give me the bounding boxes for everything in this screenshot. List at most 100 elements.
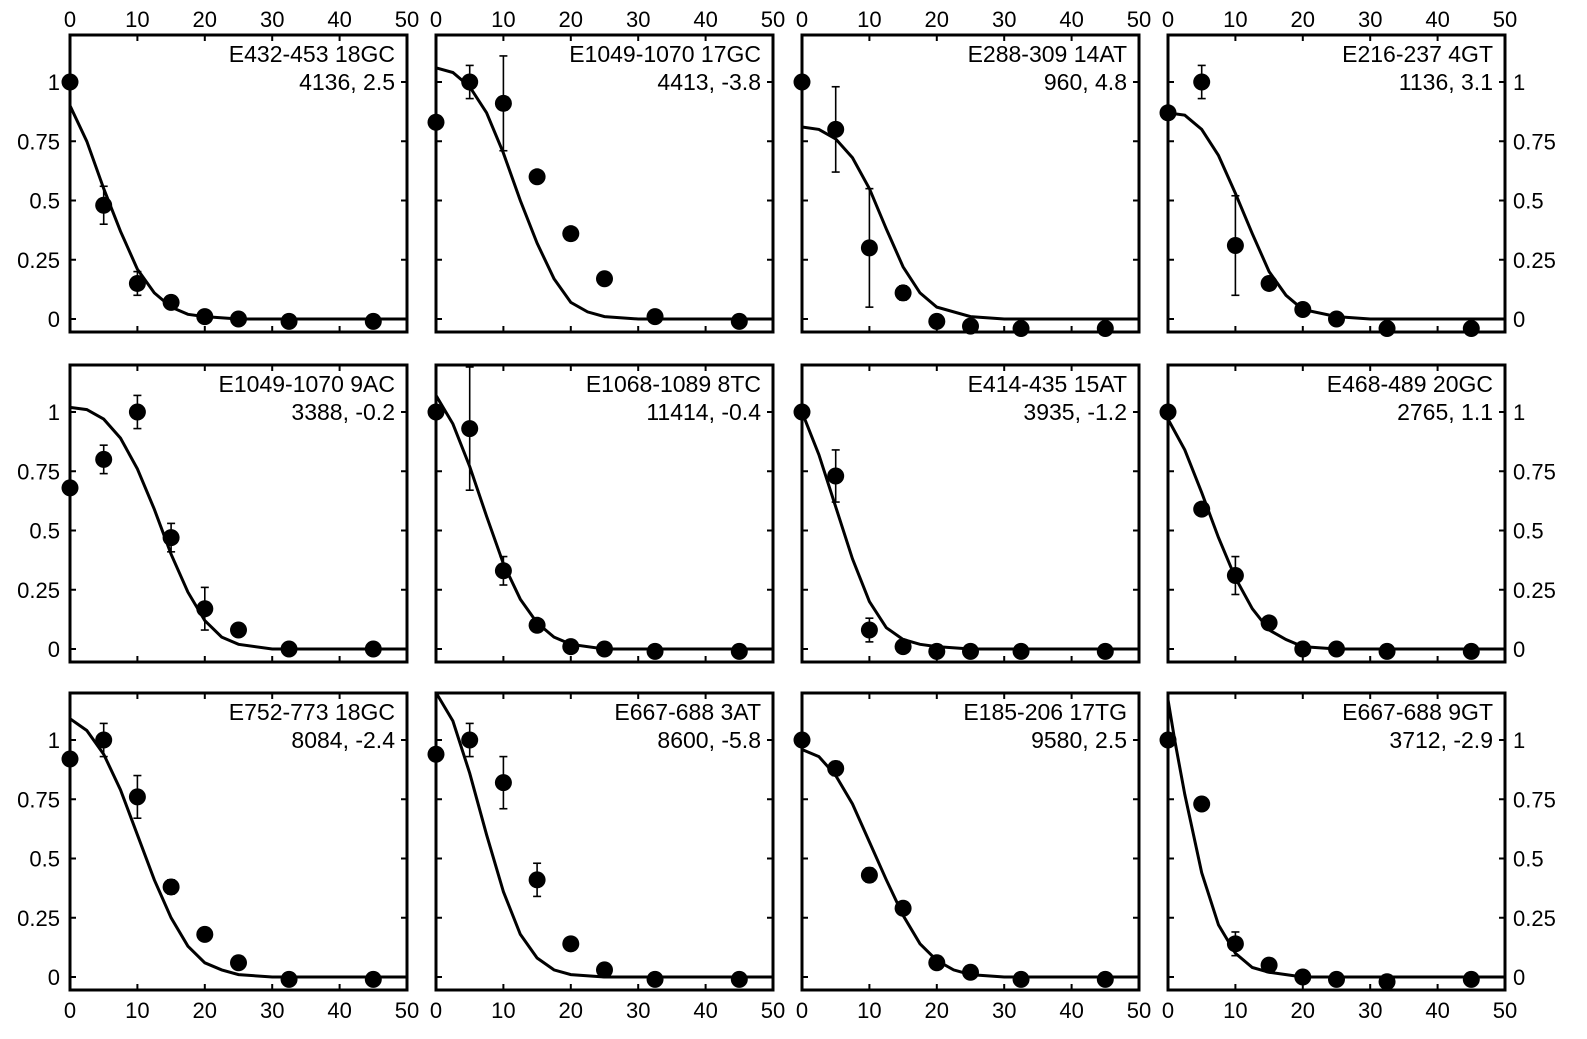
plot-frame (434, 363, 775, 664)
right-tick-label: 0.5 (1513, 847, 1544, 872)
panel-subtitle: 2765, 1.1 (1397, 399, 1493, 425)
left-tick-label: 1 (48, 70, 60, 95)
plot-frame (68, 363, 409, 664)
right-tick-label: 0.25 (1513, 248, 1556, 273)
data-point (494, 562, 512, 580)
data-point (494, 774, 512, 792)
bottom-tick-label: 30 (626, 998, 650, 1023)
data-point (1328, 310, 1345, 328)
panel-subtitle: 4136, 2.5 (299, 69, 395, 95)
data-point (461, 420, 479, 438)
data-point (894, 284, 912, 302)
data-point (1193, 73, 1211, 91)
data-point (646, 308, 664, 326)
data-point (562, 225, 580, 243)
data-point (860, 866, 878, 884)
data-point (562, 935, 580, 953)
bottom-tick-label: 10 (125, 998, 149, 1023)
panel-subtitle: 4413, -3.8 (657, 69, 761, 95)
plot-frame (68, 691, 409, 992)
data-point (128, 788, 146, 806)
data-point (1378, 642, 1396, 660)
bottom-tick-label: 0 (64, 998, 76, 1023)
top-tick-label: 30 (260, 7, 284, 32)
data-point (95, 196, 113, 214)
data-point (1012, 970, 1030, 988)
fit-curve (802, 748, 1139, 979)
plot-frame (434, 33, 775, 334)
top-tick-label: 40 (327, 7, 351, 32)
data-point (95, 450, 113, 468)
bottom-tick-label: 30 (1358, 998, 1382, 1023)
data-point (1378, 973, 1396, 991)
fit-curve (70, 405, 407, 651)
data-point (528, 616, 546, 634)
right-tick-label: 0.75 (1513, 459, 1556, 484)
top-tick-label: 50 (395, 7, 419, 32)
left-tick-label: 0.5 (29, 847, 60, 872)
right-tick-label: 1 (1513, 728, 1525, 753)
fit-curve (1168, 699, 1505, 979)
data-point (1378, 319, 1396, 337)
data-point (1328, 970, 1345, 988)
top-tick-label: 10 (857, 7, 881, 32)
data-point (162, 529, 180, 547)
panel-subtitle: 9580, 2.5 (1031, 727, 1127, 753)
bottom-tick-label: 10 (857, 998, 881, 1023)
top-tick-label: 0 (430, 7, 442, 32)
data-point (230, 954, 247, 972)
panel-title: E752-773 18GC (229, 699, 395, 725)
data-point (596, 640, 613, 658)
right-tick-label: 0.75 (1513, 787, 1556, 812)
data-point (461, 73, 479, 91)
right-tick-label: 0.25 (1513, 578, 1556, 603)
fit-curve (436, 66, 773, 321)
data-point (1328, 640, 1345, 658)
panel-subtitle: 3712, -2.9 (1389, 727, 1493, 753)
data-point (1096, 970, 1114, 988)
data-point (962, 963, 979, 981)
fit-curve (802, 125, 1139, 321)
bottom-tick-label: 40 (1059, 998, 1083, 1023)
plot-frame (434, 691, 775, 992)
data-point (860, 621, 878, 639)
data-point (860, 239, 878, 257)
left-tick-label: 0 (48, 637, 60, 662)
plot-frame (800, 363, 1141, 664)
left-tick-label: 0.25 (17, 906, 60, 931)
top-tick-label: 0 (796, 7, 808, 32)
data-point (928, 642, 946, 660)
left-tick-label: 1 (48, 400, 60, 425)
top-tick-label: 50 (1493, 7, 1517, 32)
plot-frame (800, 33, 1141, 334)
data-point (128, 403, 146, 421)
bottom-tick-label: 30 (992, 998, 1016, 1023)
right-tick-label: 0 (1513, 637, 1525, 662)
bottom-tick-label: 20 (559, 998, 583, 1023)
right-tick-label: 0.75 (1513, 129, 1556, 154)
bottom-tick-label: 0 (796, 998, 808, 1023)
data-point (128, 274, 146, 292)
top-tick-label: 40 (693, 7, 717, 32)
data-point (1096, 642, 1114, 660)
data-point (1096, 319, 1114, 337)
panel-title: E216-237 4GT (1342, 41, 1493, 67)
data-point (596, 961, 613, 979)
data-point (646, 970, 664, 988)
data-point (280, 640, 298, 658)
bottom-tick-label: 50 (761, 998, 785, 1023)
data-point (928, 954, 946, 972)
fit-curve (1168, 111, 1505, 321)
left-tick-label: 0.5 (29, 189, 60, 214)
bottom-tick-label: 40 (693, 998, 717, 1023)
data-point (1226, 935, 1244, 953)
data-point (827, 120, 845, 138)
data-point (962, 317, 979, 335)
right-tick-label: 0 (1513, 965, 1525, 990)
left-tick-label: 0.75 (17, 459, 60, 484)
